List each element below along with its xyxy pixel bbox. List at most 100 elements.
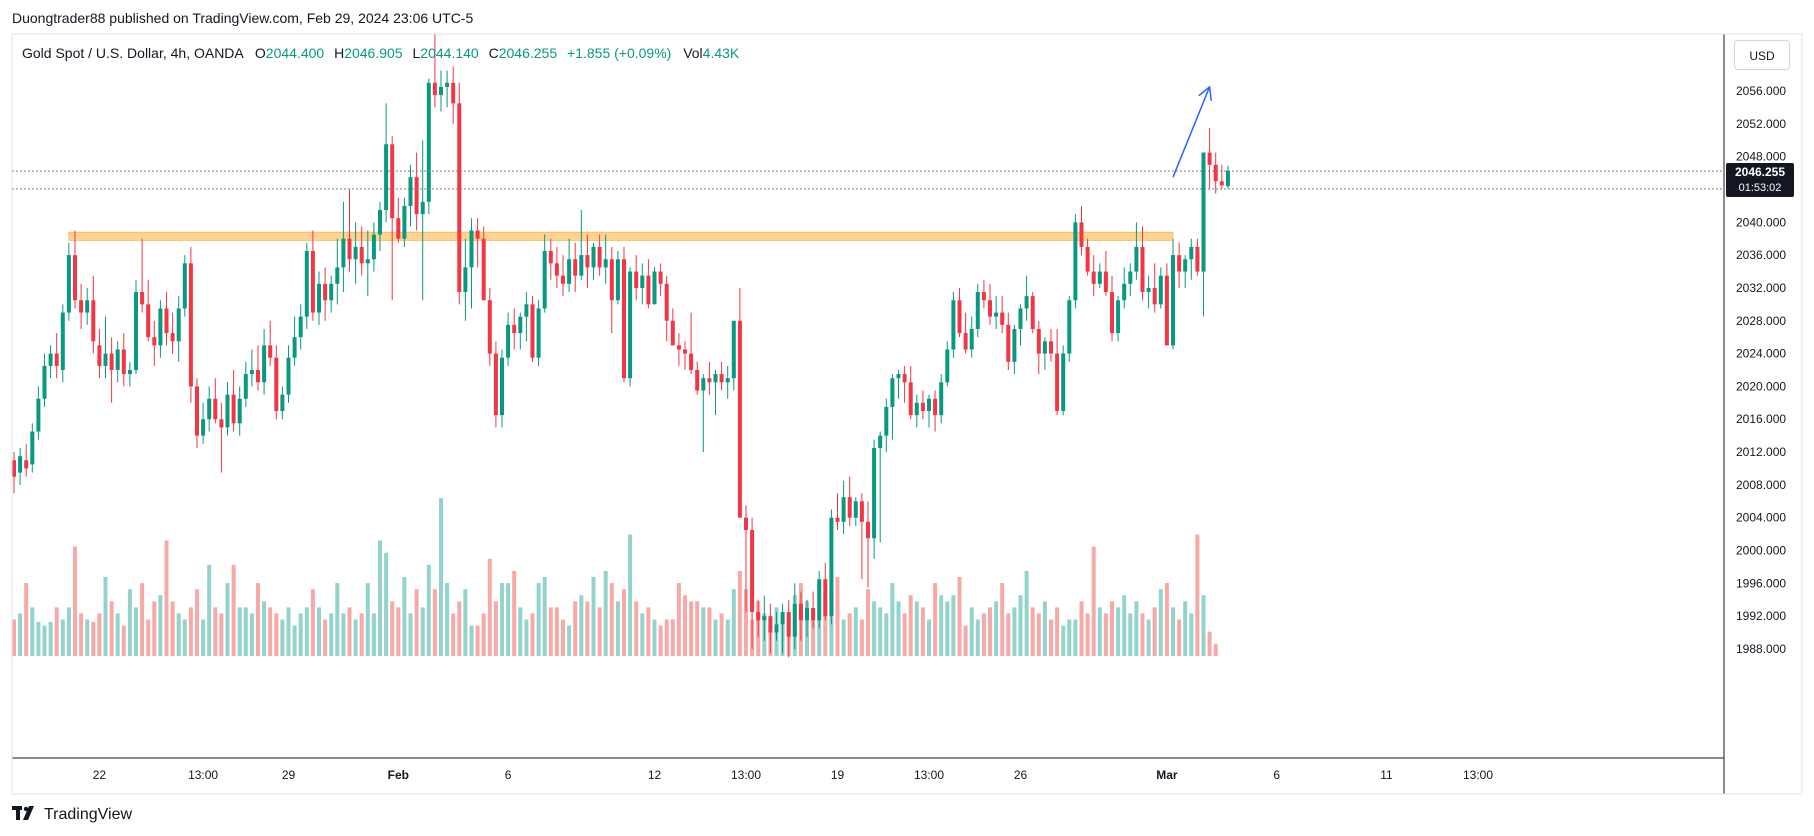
volume-bar xyxy=(847,613,852,656)
volume-bar xyxy=(188,607,193,656)
candle xyxy=(548,238,553,280)
volume-bar xyxy=(353,619,358,656)
projection-arrow-head xyxy=(1198,85,1212,101)
candle-body xyxy=(1201,152,1206,272)
volume-bar xyxy=(48,621,53,656)
volume-bar xyxy=(1079,601,1084,656)
time-tick-label: 6 xyxy=(1273,768,1280,782)
candle-body xyxy=(1189,246,1194,260)
candle xyxy=(530,296,535,362)
volume-bar xyxy=(103,577,108,656)
volume-bar xyxy=(1012,607,1017,656)
candle-body xyxy=(664,283,669,321)
projection-arrow-line[interactable] xyxy=(1172,86,1211,178)
candle-body xyxy=(1061,353,1066,412)
candle xyxy=(188,246,193,403)
volume-bar xyxy=(1024,570,1029,656)
candle xyxy=(774,612,779,641)
volume-bar xyxy=(634,601,639,656)
volume-bar xyxy=(908,595,913,656)
candle xyxy=(1018,304,1023,346)
candle-body xyxy=(182,263,187,309)
candle xyxy=(286,345,291,403)
candle xyxy=(158,300,163,358)
candle xyxy=(768,603,773,654)
volume-bar xyxy=(249,613,254,656)
volume-bar xyxy=(988,607,992,656)
candle-body xyxy=(475,230,480,239)
volume-bar xyxy=(676,583,681,656)
candle xyxy=(811,591,816,629)
close-label: C xyxy=(488,45,499,61)
volume-bar xyxy=(1164,583,1169,656)
candle xyxy=(359,226,364,276)
candle xyxy=(652,267,657,305)
candle xyxy=(1000,296,1005,334)
candle xyxy=(750,517,755,649)
candle xyxy=(1128,263,1133,297)
candle-body xyxy=(103,353,108,366)
candle xyxy=(695,361,700,395)
time-tick-label: 22 xyxy=(93,768,107,782)
tradingview-brand[interactable]: TradingView xyxy=(12,805,132,825)
volume-bar xyxy=(823,595,828,656)
resistance-zone[interactable] xyxy=(68,231,1174,241)
candle xyxy=(164,292,169,346)
brand-name: TradingView xyxy=(44,806,133,823)
candle-body xyxy=(817,579,822,621)
candle xyxy=(933,390,938,432)
time-tick-label: 13:00 xyxy=(1463,768,1493,782)
candle xyxy=(573,242,578,293)
volume-bar xyxy=(591,577,596,656)
candle xyxy=(829,509,834,625)
candle-body xyxy=(1171,255,1175,346)
candle-body xyxy=(902,374,907,383)
volume-bar xyxy=(1116,607,1121,656)
candle xyxy=(243,361,248,407)
candle xyxy=(878,431,883,543)
candle xyxy=(914,394,919,428)
candle xyxy=(140,238,145,313)
candle xyxy=(201,402,206,444)
candle xyxy=(225,382,230,436)
candle-body xyxy=(463,267,468,293)
candle-body xyxy=(1042,341,1047,354)
volume-bar xyxy=(573,601,578,656)
volume-bar xyxy=(439,498,443,656)
candle xyxy=(841,480,846,535)
volume-bar xyxy=(487,558,492,656)
candle xyxy=(48,345,53,379)
price-tick-label: 2024.000 xyxy=(1736,347,1786,361)
volume-bar xyxy=(744,589,748,656)
candle xyxy=(920,390,925,420)
candle xyxy=(786,599,791,658)
symbol-title[interactable]: Gold Spot / U.S. Dollar, 4h, OANDA xyxy=(22,45,243,61)
candle-body xyxy=(823,579,828,617)
price-axis[interactable]: 2056.0002052.0002048.0002044.0002040.000… xyxy=(1736,84,1786,656)
candle-body xyxy=(201,419,206,436)
candle xyxy=(1164,263,1169,346)
candle xyxy=(341,201,346,293)
candle-body xyxy=(506,324,511,358)
candle-body xyxy=(622,259,626,379)
candle-body xyxy=(384,144,389,210)
price-tick-label: 2000.000 xyxy=(1736,544,1786,558)
candle xyxy=(481,226,486,301)
candle-body xyxy=(1049,341,1053,354)
tradingview-logo-icon xyxy=(12,805,38,825)
volume-bar xyxy=(274,613,279,656)
volume-bar xyxy=(115,613,120,656)
volume-bar xyxy=(219,613,224,656)
currency-button[interactable]: USD xyxy=(1734,40,1790,70)
candle-body xyxy=(158,308,163,346)
volume-bar xyxy=(689,601,694,656)
candle-body xyxy=(811,607,816,621)
candle xyxy=(524,292,529,342)
candle-body xyxy=(975,292,980,329)
time-axis[interactable]: 22 13:00 29 Feb 6 12 13:00 19 13:00 26 Mar 6 11 13:00 xyxy=(93,768,1494,782)
candle xyxy=(1177,242,1182,288)
volume-bar xyxy=(1103,613,1108,656)
volume-bar xyxy=(1177,619,1182,656)
candle-body xyxy=(18,456,23,473)
